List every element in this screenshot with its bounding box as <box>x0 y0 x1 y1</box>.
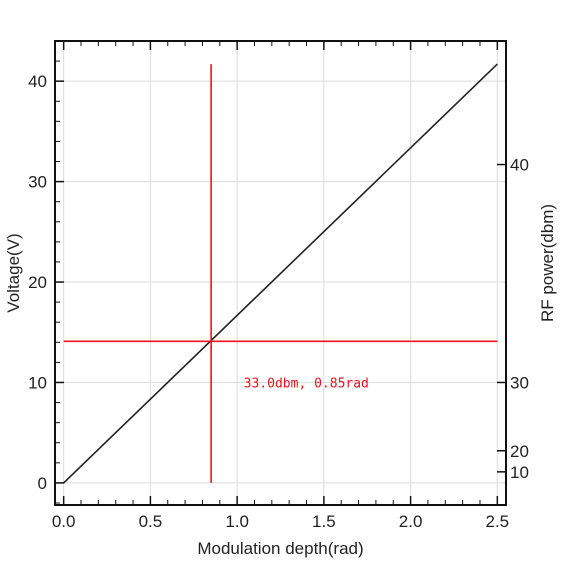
x-axis-title: Modulation depth(rad) <box>197 539 363 558</box>
y2-tick-label: 20 <box>510 442 529 461</box>
y-tick-label: 20 <box>28 273 47 292</box>
y-tick-label: 40 <box>28 72 47 91</box>
x-tick-label: 2.0 <box>399 512 423 531</box>
y-axis-title: Voltage(V) <box>4 233 23 312</box>
plot-frame <box>54 40 507 506</box>
y-tick-label: 10 <box>28 373 47 392</box>
x-tick-label: 1.5 <box>312 512 336 531</box>
series-line <box>63 63 498 484</box>
y2-axis-title: RF power(dbm) <box>538 204 557 322</box>
y2-tick-label: 30 <box>510 373 529 392</box>
grid-layer <box>55 41 506 505</box>
label-layer: 0.0 0.5 1.0 1.5 2.0 2.5 0 10 20 30 40 10 20 30 40 <box>28 72 529 531</box>
x-tick-label: 0.0 <box>52 512 76 531</box>
marker-layer <box>63 64 498 483</box>
y2-tick-label: 40 <box>510 156 529 175</box>
y-tick-label: 30 <box>28 173 47 192</box>
annotation-label: 33.0dbm, 0.85rad <box>244 376 369 391</box>
minor-ticks <box>55 40 481 505</box>
x-tick-label: 2.5 <box>486 512 510 531</box>
x-tick-label: 0.5 <box>139 512 163 531</box>
y-tick-label: 0 <box>38 474 47 493</box>
tick-layer <box>55 41 506 505</box>
x-tick-label: 1.0 <box>225 512 249 531</box>
series-layer <box>63 63 498 484</box>
y2-tick-label: 10 <box>510 463 529 482</box>
